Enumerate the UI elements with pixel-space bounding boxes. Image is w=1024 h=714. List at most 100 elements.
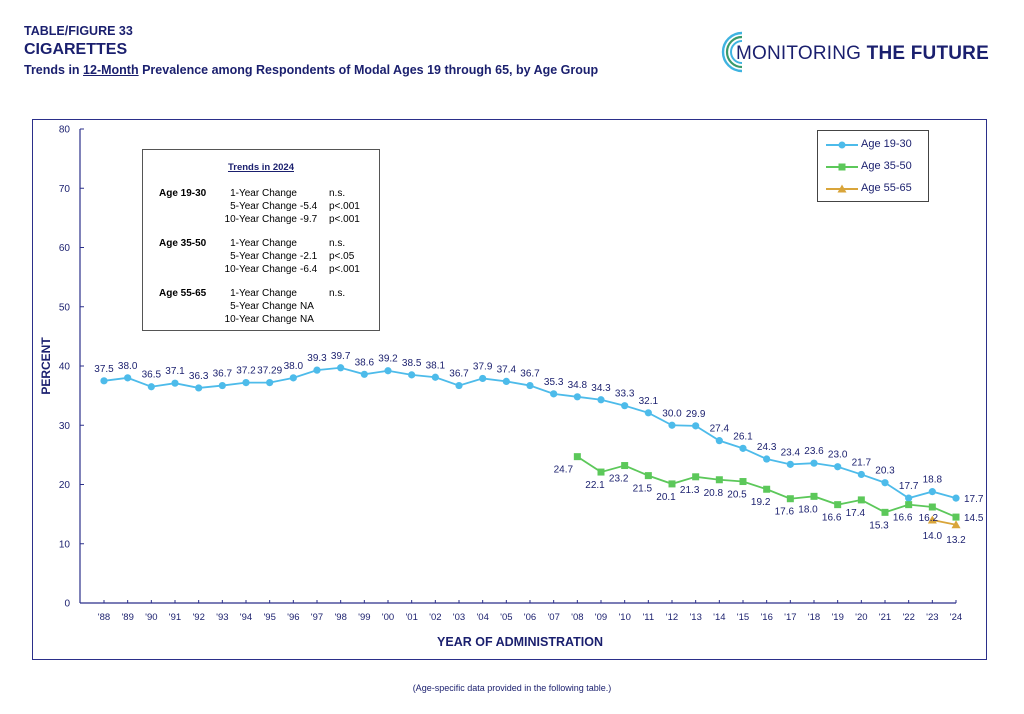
trend-significance: p<.001 bbox=[329, 201, 360, 212]
data-point bbox=[692, 473, 700, 481]
data-point bbox=[266, 378, 274, 387]
data-point bbox=[928, 503, 936, 511]
subtitle-suffix: Prevalence among Respondents of Modal Ag… bbox=[138, 63, 599, 77]
x-tick-label: '22 bbox=[902, 612, 914, 623]
x-tick-label: '92 bbox=[192, 612, 204, 623]
logo-text-bold: THE FUTURE bbox=[866, 43, 989, 64]
data-label: 39.2 bbox=[378, 354, 398, 365]
figure-label: TABLE/FIGURE 33 bbox=[24, 24, 133, 38]
data-label: 16.2 bbox=[919, 513, 939, 524]
subtitle-underlined: 12-Month bbox=[83, 63, 139, 77]
data-label: 18.0 bbox=[798, 504, 818, 515]
data-label: 26.1 bbox=[733, 431, 753, 442]
x-tick-label: '00 bbox=[382, 612, 394, 623]
data-label: 37.4 bbox=[497, 364, 517, 375]
data-point bbox=[763, 485, 771, 493]
data-point bbox=[857, 470, 865, 479]
data-label: 16.6 bbox=[822, 513, 842, 524]
data-point bbox=[573, 393, 581, 401]
trend-period-label: 5-Year Change bbox=[230, 301, 297, 312]
data-point bbox=[526, 381, 534, 390]
trend-significance: p<.001 bbox=[329, 214, 360, 225]
data-label: 23.2 bbox=[609, 474, 629, 485]
trend-period-label: 10-Year Change bbox=[224, 264, 297, 275]
data-point bbox=[621, 402, 629, 410]
data-point bbox=[739, 478, 747, 486]
data-point bbox=[927, 515, 937, 524]
trend-age-group: Age 19-30 bbox=[159, 188, 207, 199]
data-point bbox=[928, 488, 936, 496]
data-point bbox=[479, 374, 487, 383]
data-label: 20.1 bbox=[656, 492, 676, 503]
series-line-age-55-65 bbox=[932, 519, 957, 526]
page-subtitle: Trends in 12-Month Prevalence among Resp… bbox=[24, 63, 598, 77]
trend-age-group: Age 55-65 bbox=[159, 288, 207, 299]
data-label: 27.4 bbox=[710, 424, 730, 435]
legend-label: Age 55-65 bbox=[861, 182, 912, 194]
data-label: 17.7 bbox=[899, 481, 919, 492]
logo-arcs-icon bbox=[721, 31, 743, 73]
data-label: 37.29 bbox=[257, 366, 282, 377]
data-point bbox=[242, 378, 250, 387]
x-axis-title: YEAR OF ADMINISTRATION bbox=[437, 635, 603, 649]
data-point bbox=[786, 460, 794, 468]
data-label: 36.7 bbox=[520, 369, 540, 380]
data-point bbox=[952, 494, 960, 502]
y-axis-title: PERCENT bbox=[39, 337, 53, 395]
x-tick-label: '17 bbox=[784, 612, 796, 623]
x-tick-label: '16 bbox=[760, 612, 772, 623]
trend-period-label: 5-Year Change bbox=[230, 201, 297, 212]
trend-row: 10-Year Change -6.4 p<.001 bbox=[143, 264, 379, 277]
x-tick-label: '05 bbox=[500, 612, 512, 623]
subtitle-prefix: Trends in bbox=[24, 63, 84, 77]
trend-significance: n.s. bbox=[329, 288, 346, 299]
legend-item-age-35-50: Age 35-50 bbox=[818, 159, 928, 175]
data-point bbox=[668, 421, 676, 429]
data-point bbox=[952, 513, 960, 521]
chart-frame bbox=[32, 119, 987, 660]
data-point bbox=[881, 479, 889, 487]
data-label: 33.3 bbox=[615, 389, 635, 400]
trend-period-label: 10-Year Change bbox=[224, 314, 297, 325]
data-label: 36.5 bbox=[142, 370, 162, 381]
trend-significance: p<.05 bbox=[329, 251, 355, 262]
data-label: 21.7 bbox=[852, 457, 872, 468]
x-tick-label: '09 bbox=[595, 612, 607, 623]
trend-row: 10-Year Change NA bbox=[143, 314, 379, 327]
data-label: 39.7 bbox=[331, 351, 351, 362]
x-tick-label: '23 bbox=[926, 612, 938, 623]
y-tick-label: 30 bbox=[59, 421, 71, 432]
x-tick-label: '18 bbox=[808, 612, 820, 623]
data-label: 15.3 bbox=[869, 520, 889, 531]
data-label: 38.6 bbox=[355, 357, 375, 368]
x-tick-label: '08 bbox=[571, 612, 583, 623]
data-point bbox=[905, 494, 913, 502]
data-label: 38.0 bbox=[284, 361, 304, 372]
data-point bbox=[100, 377, 108, 385]
data-point bbox=[786, 495, 794, 503]
data-label: 34.8 bbox=[568, 380, 588, 391]
data-label: 13.2 bbox=[946, 535, 966, 546]
data-label: 17.7 bbox=[964, 494, 984, 505]
y-tick-label: 80 bbox=[59, 125, 71, 136]
data-label: 17.6 bbox=[775, 507, 795, 518]
trend-row: Age 35-50 1-Year Change n.s. bbox=[143, 238, 379, 251]
trend-row: Age 19-30 1-Year Change n.s. bbox=[143, 188, 379, 201]
data-point bbox=[715, 437, 723, 445]
legend-item-age-55-65: Age 55-65 bbox=[818, 181, 928, 197]
trend-period-label: 1-Year Change bbox=[230, 238, 297, 249]
data-point bbox=[360, 370, 368, 378]
trend-period-label: 1-Year Change bbox=[230, 288, 297, 299]
trend-change-value: NA bbox=[300, 301, 314, 312]
data-label: 16.6 bbox=[893, 513, 913, 524]
x-tick-label: '21 bbox=[879, 612, 891, 623]
x-tick-label: '19 bbox=[831, 612, 843, 623]
x-tick-label: '07 bbox=[547, 612, 559, 623]
legend-circle-marker-icon bbox=[826, 141, 858, 149]
data-point bbox=[384, 367, 392, 375]
data-point bbox=[408, 371, 416, 379]
data-point bbox=[810, 459, 818, 467]
y-tick-label: 50 bbox=[59, 302, 71, 313]
trend-row: Age 55-65 1-Year Change n.s. bbox=[143, 288, 379, 301]
